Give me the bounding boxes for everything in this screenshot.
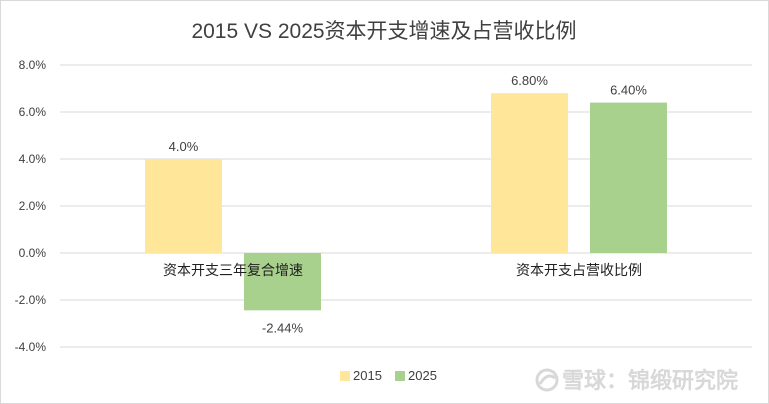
y-tick-label: -4.0% [15, 340, 47, 354]
y-tick-label: -2.0% [15, 293, 47, 307]
y-tick-label: 6.0% [19, 105, 47, 119]
snowball-logo-icon [535, 368, 559, 392]
category-labels: 资本开支三年复合增速 资本开支占营收比例 [163, 262, 642, 278]
legend-swatch-2015 [340, 371, 350, 381]
y-tick-label: 2.0% [19, 199, 47, 213]
y-tick-label: 4.0% [19, 152, 47, 166]
data-labels: 4.0% -2.44% 6.80% 6.40% [169, 73, 648, 335]
y-axis: 8.0% 6.0% 4.0% 2.0% 0.0% -2.0% -4.0% [15, 58, 47, 354]
bar-2025-0 [244, 253, 321, 311]
data-label: -2.44% [262, 320, 304, 335]
legend-swatch-2025 [395, 371, 405, 381]
y-tick-label: 8.0% [19, 58, 47, 72]
data-label: 6.40% [610, 83, 647, 98]
category-label: 资本开支占营收比例 [516, 262, 642, 278]
watermark: 雪球：锦缎研究院 [535, 368, 738, 393]
bar-2025-1 [590, 102, 667, 253]
category-label: 资本开支三年复合增速 [163, 262, 303, 278]
bars [145, 93, 667, 311]
data-label: 6.80% [511, 73, 548, 88]
data-label: 4.0% [169, 139, 199, 154]
chart-title: 2015 VS 2025资本开支增速及占营收比例 [191, 20, 576, 43]
watermark-text: 雪球：锦缎研究院 [562, 368, 738, 393]
bar-2015-1 [491, 93, 568, 253]
bar-2015-0 [145, 159, 222, 253]
legend-label: 2015 [353, 368, 382, 383]
legend-label: 2025 [408, 368, 437, 383]
y-tick-label: 0.0% [19, 246, 47, 260]
legend: 2015 2025 [340, 368, 437, 383]
